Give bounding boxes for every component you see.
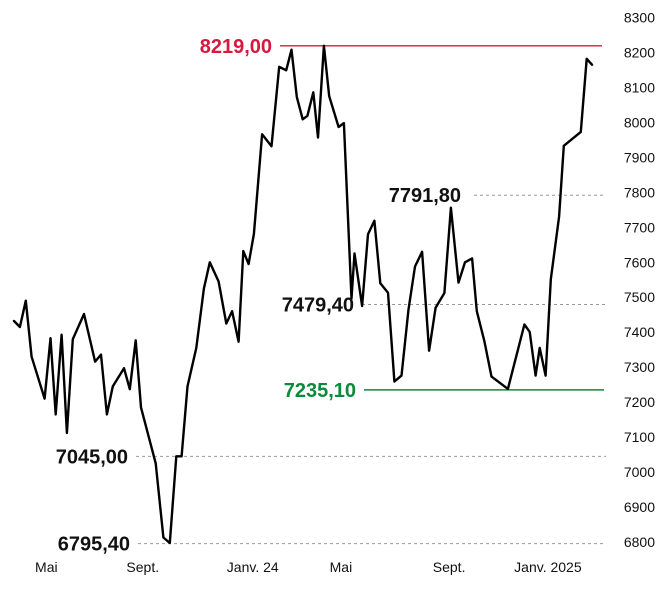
y-tick-label: 6900 bbox=[624, 499, 655, 515]
y-tick-label: 7900 bbox=[624, 149, 655, 165]
y-tick-label: 7000 bbox=[624, 464, 655, 480]
x-tick-label: Janv. 24 bbox=[227, 559, 279, 575]
x-tick-label: Janv. 2025 bbox=[514, 559, 582, 575]
reference-label: 7479,40 bbox=[282, 294, 354, 316]
y-tick-label: 8300 bbox=[624, 10, 655, 26]
price-series-line bbox=[12, 44, 594, 545]
x-tick-label: Mai bbox=[330, 559, 353, 575]
y-tick-label: 8100 bbox=[624, 79, 655, 95]
x-tick-label: Mai bbox=[35, 559, 58, 575]
y-tick-label: 8000 bbox=[624, 114, 655, 130]
reference-labels: 8219,00 7791,80 7479,40 7235,10 7045,00 6795,… bbox=[56, 36, 461, 556]
reference-label: 8219,00 bbox=[200, 36, 272, 58]
y-tick-label: 8200 bbox=[624, 44, 655, 60]
y-tick-label: 7300 bbox=[624, 359, 655, 375]
reference-label: 7045,00 bbox=[56, 446, 128, 468]
y-tick-label: 6800 bbox=[624, 534, 655, 550]
y-tick-label: 7200 bbox=[624, 394, 655, 410]
reference-label: 7235,10 bbox=[284, 380, 356, 402]
y-tick-label: 7100 bbox=[624, 429, 655, 445]
reference-lines bbox=[136, 45, 606, 545]
x-tick-label: Sept. bbox=[433, 559, 466, 575]
y-tick-label: 7400 bbox=[624, 324, 655, 340]
y-tick-label: 7700 bbox=[624, 219, 655, 235]
y-tick-label: 7500 bbox=[624, 289, 655, 305]
x-tick-label: Sept. bbox=[126, 559, 159, 575]
x-axis: Mai Sept. Janv. 24 Mai Sept. Janv. 2025 bbox=[35, 559, 582, 575]
y-tick-label: 7600 bbox=[624, 254, 655, 270]
series-group bbox=[12, 44, 594, 545]
reference-label: 6795,40 bbox=[58, 534, 130, 556]
y-axis: 6800 6900 7000 7100 7200 7300 7400 7500 7600 7700… bbox=[624, 10, 655, 550]
reference-label: 7791,80 bbox=[389, 185, 461, 207]
y-tick-label: 7800 bbox=[624, 184, 655, 200]
